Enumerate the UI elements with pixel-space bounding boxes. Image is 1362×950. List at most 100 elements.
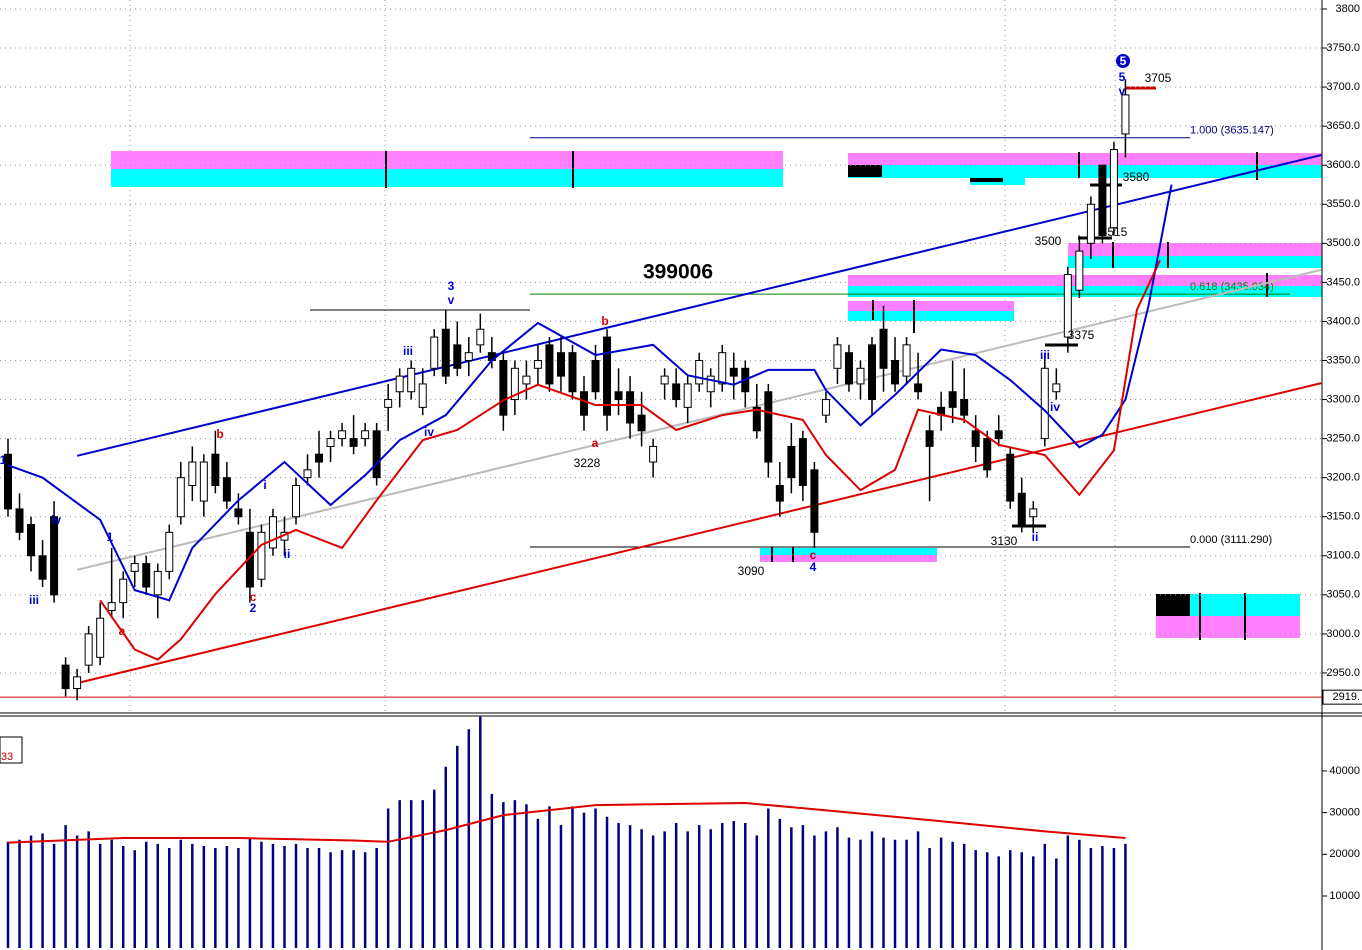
annotation: a [119,624,126,638]
candle-body [476,328,485,346]
annotation: 3705 [1145,71,1172,85]
volume-tick-label: 40000 [1329,765,1360,777]
zone [848,165,1322,178]
annotation: 3130 [991,534,1018,548]
zone [760,548,937,555]
annotation: 3515 [1101,225,1128,239]
chart-title: 399006 [643,261,713,284]
candle-body [533,359,542,369]
candle-body [1029,508,1038,518]
y-tick-label: 3100.0 [1326,550,1360,562]
moving-average [7,184,1173,602]
annotation: iii [1040,348,1050,362]
candle-body [614,391,623,401]
zone [1156,594,1300,616]
annotation: iv [1050,400,1060,414]
candle-body [1121,94,1130,135]
candle-body [603,336,612,416]
wave-circle [1116,54,1130,68]
candle-body [27,524,36,557]
candle-body [292,484,300,518]
zone [848,286,1322,297]
candle-body [545,344,554,385]
candle-body [338,430,347,440]
y-tick-label: 3550.0 [1326,198,1360,210]
last-price-box [1322,689,1362,705]
candle-body [257,531,266,580]
candle-body [130,563,139,572]
y-tick-label: 3350.0 [1326,354,1360,366]
candle-body [84,633,93,666]
candle-body [418,383,427,408]
candle-body [464,352,473,361]
candle-body [15,508,24,533]
candle-body [902,344,911,377]
candle-body [522,375,531,385]
annotation: 5 [1119,70,1126,84]
candle-body [268,516,277,549]
candle-body [1109,149,1118,229]
trendline [76,382,1322,685]
y-tick-label: 2950.0 [1326,667,1360,679]
candle-body [510,367,519,401]
annotation: b [216,427,223,441]
last-price-label: 2919. [1332,691,1360,703]
annotation: 1 [0,453,7,467]
candle-body [948,391,957,408]
annotation: 5 [1120,54,1127,68]
candle-body [326,438,335,447]
candle-body [925,430,934,447]
zone [848,153,1322,165]
y-tick-label: 3200.0 [1326,472,1360,484]
candle-body [119,578,128,604]
annotation: 3090 [738,564,765,578]
volume-tick-label: 10000 [1329,890,1360,902]
y-tick-label: 3150.0 [1326,511,1360,523]
candle-body [61,664,70,690]
candle-body [407,367,416,393]
candle-body [637,414,646,432]
candle-body [983,438,992,471]
y-tick-label: 3400.0 [1326,315,1360,327]
zone-block [970,178,1003,182]
y-tick-label: 3450.0 [1326,276,1360,288]
candle-body [649,445,658,463]
candle-body [672,383,681,401]
volume-ma [7,802,1126,844]
y-tick-label: 3750.0 [1326,42,1360,54]
candle-body [695,359,704,385]
y-tick-label: 3300.0 [1326,393,1360,405]
candle-body [971,430,980,447]
zone [1068,256,1322,268]
candle-body [1086,203,1095,244]
annotation: 3228 [574,456,601,470]
y-tick-label: 3650.0 [1326,120,1360,132]
candle-body [580,391,588,416]
candle-body [706,375,715,393]
annotation: a [592,436,599,450]
candle-body [660,375,669,385]
y-tick-label: 3500.0 [1326,237,1360,249]
zone [111,151,783,169]
annotation: v [1119,84,1126,98]
candle-body [752,406,761,432]
zone [1068,243,1322,256]
annotation: c [250,590,257,604]
fib-label: 1.000 (3635.147) [1190,125,1274,137]
candle-body [4,453,12,510]
y-tick-label: 3600.0 [1326,159,1360,171]
annotation: 1 [107,530,114,544]
candle-body [1040,367,1049,440]
candle-body [1052,383,1061,393]
annotation: ii [284,547,291,561]
zone [848,301,1014,311]
candle-body [787,445,796,479]
volume-box [0,736,23,764]
zones [111,54,1322,640]
candle-body [879,328,888,369]
zone-block [1156,594,1190,616]
candle-body [430,336,439,369]
candle-body [499,359,508,416]
zone [848,311,1014,321]
